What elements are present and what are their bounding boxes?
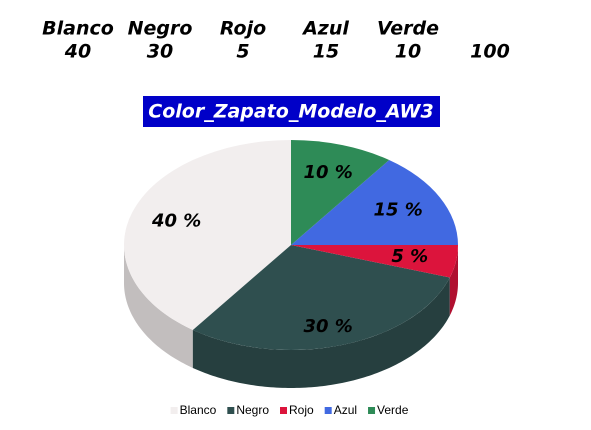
slice-side <box>192 277 450 388</box>
slice <box>192 245 450 351</box>
table-value: 40 <box>64 41 91 63</box>
slice <box>291 140 390 245</box>
legend-label: Verde <box>377 403 409 417</box>
table-header: Rojo <box>220 18 266 40</box>
title-box <box>143 96 440 127</box>
slice <box>123 140 291 330</box>
table-header: Blanco <box>42 18 114 40</box>
table-value: 5 <box>236 41 249 63</box>
slice <box>291 245 458 278</box>
legend-swatch <box>280 407 287 414</box>
legend-swatch <box>170 407 178 414</box>
data-label: 40 % <box>151 211 201 232</box>
legend-label: Rojo <box>289 403 314 417</box>
table-header: Verde <box>377 18 439 40</box>
legend-swatch <box>368 407 376 414</box>
legend-label: Negro <box>236 403 269 417</box>
data-label: 15 % <box>373 200 422 221</box>
legend-swatch <box>227 407 235 414</box>
table-header: Negro <box>128 18 193 40</box>
slice <box>291 160 458 245</box>
data-label: 10 % <box>303 162 352 183</box>
table-value: 10 <box>395 41 421 63</box>
chart-title: Color_Zapato_Modelo_AW3 <box>148 101 433 123</box>
table-header: Azul <box>301 18 349 40</box>
table-value: 30 <box>147 41 173 63</box>
table-total: 100 <box>470 41 510 63</box>
slice-side <box>449 245 458 316</box>
legend-label: Azul <box>334 403 357 417</box>
slice-side <box>124 245 193 368</box>
data-label: 5 % <box>391 246 428 267</box>
table-value: 15 <box>313 41 339 63</box>
data-label: 30 % <box>303 316 352 337</box>
legend-label: Blanco <box>180 403 217 417</box>
legend-swatch <box>324 407 332 414</box>
